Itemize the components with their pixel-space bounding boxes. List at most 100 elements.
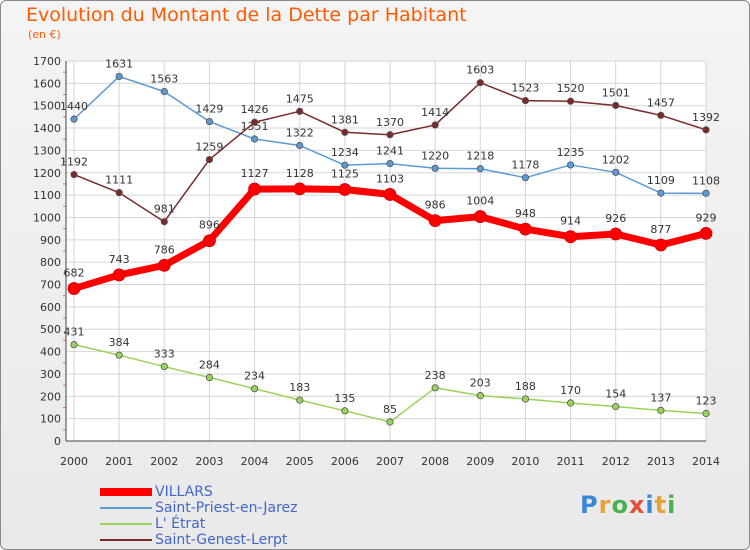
legend-item: L' Étrat xyxy=(100,516,298,532)
x-tick-label: 2013 xyxy=(647,455,675,468)
data-label: 1235 xyxy=(557,146,585,159)
data-point xyxy=(654,238,668,252)
legend-label: Saint-Genest-Lerpt xyxy=(155,532,288,548)
x-tick-label: 2008 xyxy=(421,455,449,468)
data-label: 1381 xyxy=(331,113,359,126)
legend-swatch xyxy=(100,523,152,525)
legend-item: Saint-Priest-en-Jarez xyxy=(100,500,298,516)
data-point xyxy=(476,79,484,87)
data-label: 1103 xyxy=(376,172,404,185)
x-tick-label: 2014 xyxy=(692,455,720,468)
y-tick-label: 600 xyxy=(40,301,61,314)
x-tick-label: 2007 xyxy=(376,455,404,468)
data-label: 1603 xyxy=(466,64,494,77)
data-point xyxy=(341,407,349,415)
y-tick-label: 1100 xyxy=(33,189,61,202)
legend-item: VILLARS xyxy=(100,484,298,500)
data-label: 1475 xyxy=(286,92,314,105)
data-label: 1202 xyxy=(602,153,630,166)
data-label: 743 xyxy=(109,253,130,266)
data-point xyxy=(612,402,620,411)
logo-letter: i xyxy=(645,491,655,519)
data-label: 1128 xyxy=(286,167,314,180)
y-tick-label: 1700 xyxy=(33,55,61,68)
y-tick-label: 900 xyxy=(40,234,61,247)
chart-title: Evolution du Montant de la Dette par Hab… xyxy=(26,4,467,26)
y-tick-label: 700 xyxy=(40,279,61,292)
data-label: 986 xyxy=(425,199,446,212)
data-point xyxy=(612,168,620,176)
chart-unit: (en €) xyxy=(28,28,61,41)
data-point xyxy=(519,222,532,236)
data-label: 1241 xyxy=(376,145,404,158)
data-point xyxy=(476,392,484,400)
data-point xyxy=(431,384,439,392)
data-point xyxy=(70,115,78,123)
data-point xyxy=(205,373,214,382)
data-label: 682 xyxy=(64,267,85,280)
data-point xyxy=(699,226,713,240)
data-point xyxy=(476,165,484,173)
x-tick-label: 2003 xyxy=(195,455,223,468)
data-point xyxy=(205,155,214,164)
data-label: 1426 xyxy=(241,103,269,116)
x-tick-label: 2006 xyxy=(331,455,359,468)
data-label: 1457 xyxy=(647,96,675,109)
legend-label: L' Étrat xyxy=(155,516,206,532)
data-label: 1370 xyxy=(376,116,404,129)
data-point xyxy=(157,258,171,272)
data-point xyxy=(428,214,442,228)
y-tick-label: 400 xyxy=(40,346,61,359)
data-point xyxy=(341,161,349,169)
y-tick-label: 200 xyxy=(40,390,61,403)
data-point xyxy=(160,88,168,96)
y-tick-label: 1300 xyxy=(33,144,61,157)
data-label: 85 xyxy=(383,403,397,416)
y-tick-label: 800 xyxy=(40,256,61,269)
data-label: 333 xyxy=(154,348,175,361)
data-label: 154 xyxy=(605,388,626,401)
y-tick-label: 500 xyxy=(40,323,61,336)
legend-item: Saint-Genest-Lerpt xyxy=(100,532,298,548)
data-label: 929 xyxy=(696,211,717,224)
data-point xyxy=(566,399,575,407)
data-label: 1111 xyxy=(105,174,133,187)
data-label: 1234 xyxy=(331,146,359,159)
x-tick-label: 2010 xyxy=(511,455,539,468)
data-label: 926 xyxy=(605,212,626,225)
data-label: 183 xyxy=(289,381,310,394)
data-point xyxy=(473,210,487,223)
legend-label: Saint-Priest-en-Jarez xyxy=(155,500,298,516)
data-point xyxy=(702,126,710,134)
data-point xyxy=(115,189,123,197)
logo-letter: r xyxy=(598,491,612,519)
data-point xyxy=(293,182,307,196)
data-point xyxy=(341,128,349,136)
data-label: 981 xyxy=(154,203,175,216)
data-label: 877 xyxy=(650,223,671,236)
data-point xyxy=(383,188,397,201)
data-label: 914 xyxy=(560,215,581,228)
data-point xyxy=(296,107,304,115)
legend-swatch xyxy=(100,539,152,541)
data-label: 1108 xyxy=(692,174,720,187)
data-label: 123 xyxy=(696,395,717,408)
data-point xyxy=(386,131,394,139)
data-point xyxy=(431,121,439,129)
y-tick-label: 100 xyxy=(40,413,61,426)
data-point xyxy=(250,135,259,143)
x-tick-label: 2005 xyxy=(286,455,314,468)
data-label: 431 xyxy=(64,326,85,339)
data-label: 234 xyxy=(244,370,265,383)
y-tick-label: 1000 xyxy=(33,211,61,224)
data-point xyxy=(612,101,620,110)
data-point xyxy=(386,160,394,168)
data-point xyxy=(338,183,352,196)
y-tick-label: 1400 xyxy=(33,122,61,135)
y-tick-label: 0 xyxy=(54,435,61,448)
data-label: 1351 xyxy=(241,120,269,133)
data-point xyxy=(205,117,214,126)
legend-swatch xyxy=(100,488,152,496)
data-label: 1004 xyxy=(466,195,494,208)
data-point xyxy=(70,170,78,179)
